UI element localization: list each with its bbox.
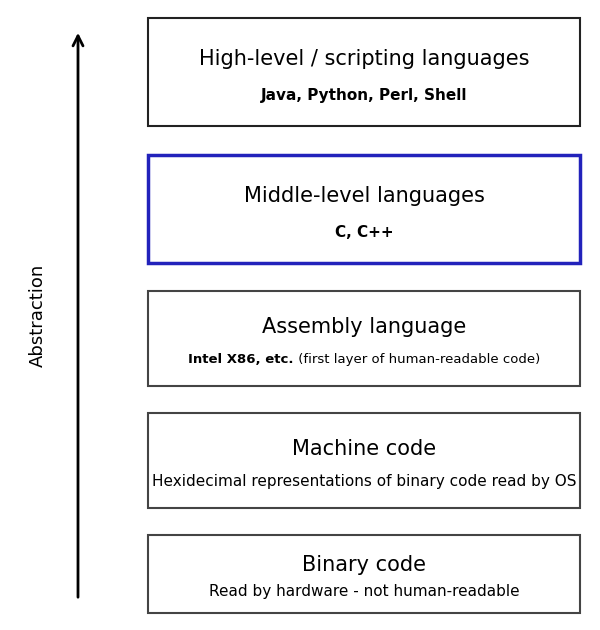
Text: Hexidecimal representations of binary code read by OS: Hexidecimal representations of binary co… <box>152 474 576 489</box>
Text: Java, Python, Perl, Shell: Java, Python, Perl, Shell <box>261 88 467 103</box>
Bar <box>148 155 580 263</box>
Text: Binary code: Binary code <box>302 554 426 575</box>
Text: Assembly language: Assembly language <box>262 317 466 337</box>
Bar <box>148 18 580 126</box>
Bar <box>148 535 580 613</box>
Bar <box>148 413 580 508</box>
Text: High-level / scripting languages: High-level / scripting languages <box>199 49 529 69</box>
Text: Abstraction: Abstraction <box>29 263 47 367</box>
Bar <box>148 291 580 386</box>
Text: (first layer of human-readable code): (first layer of human-readable code) <box>293 353 540 366</box>
Text: Intel X86, etc.: Intel X86, etc. <box>188 353 293 366</box>
Text: Machine code: Machine code <box>292 439 436 459</box>
Text: Middle-level languages: Middle-level languages <box>244 186 484 206</box>
Text: Read by hardware - not human-readable: Read by hardware - not human-readable <box>209 583 520 598</box>
Text: C, C++: C, C++ <box>335 226 394 240</box>
